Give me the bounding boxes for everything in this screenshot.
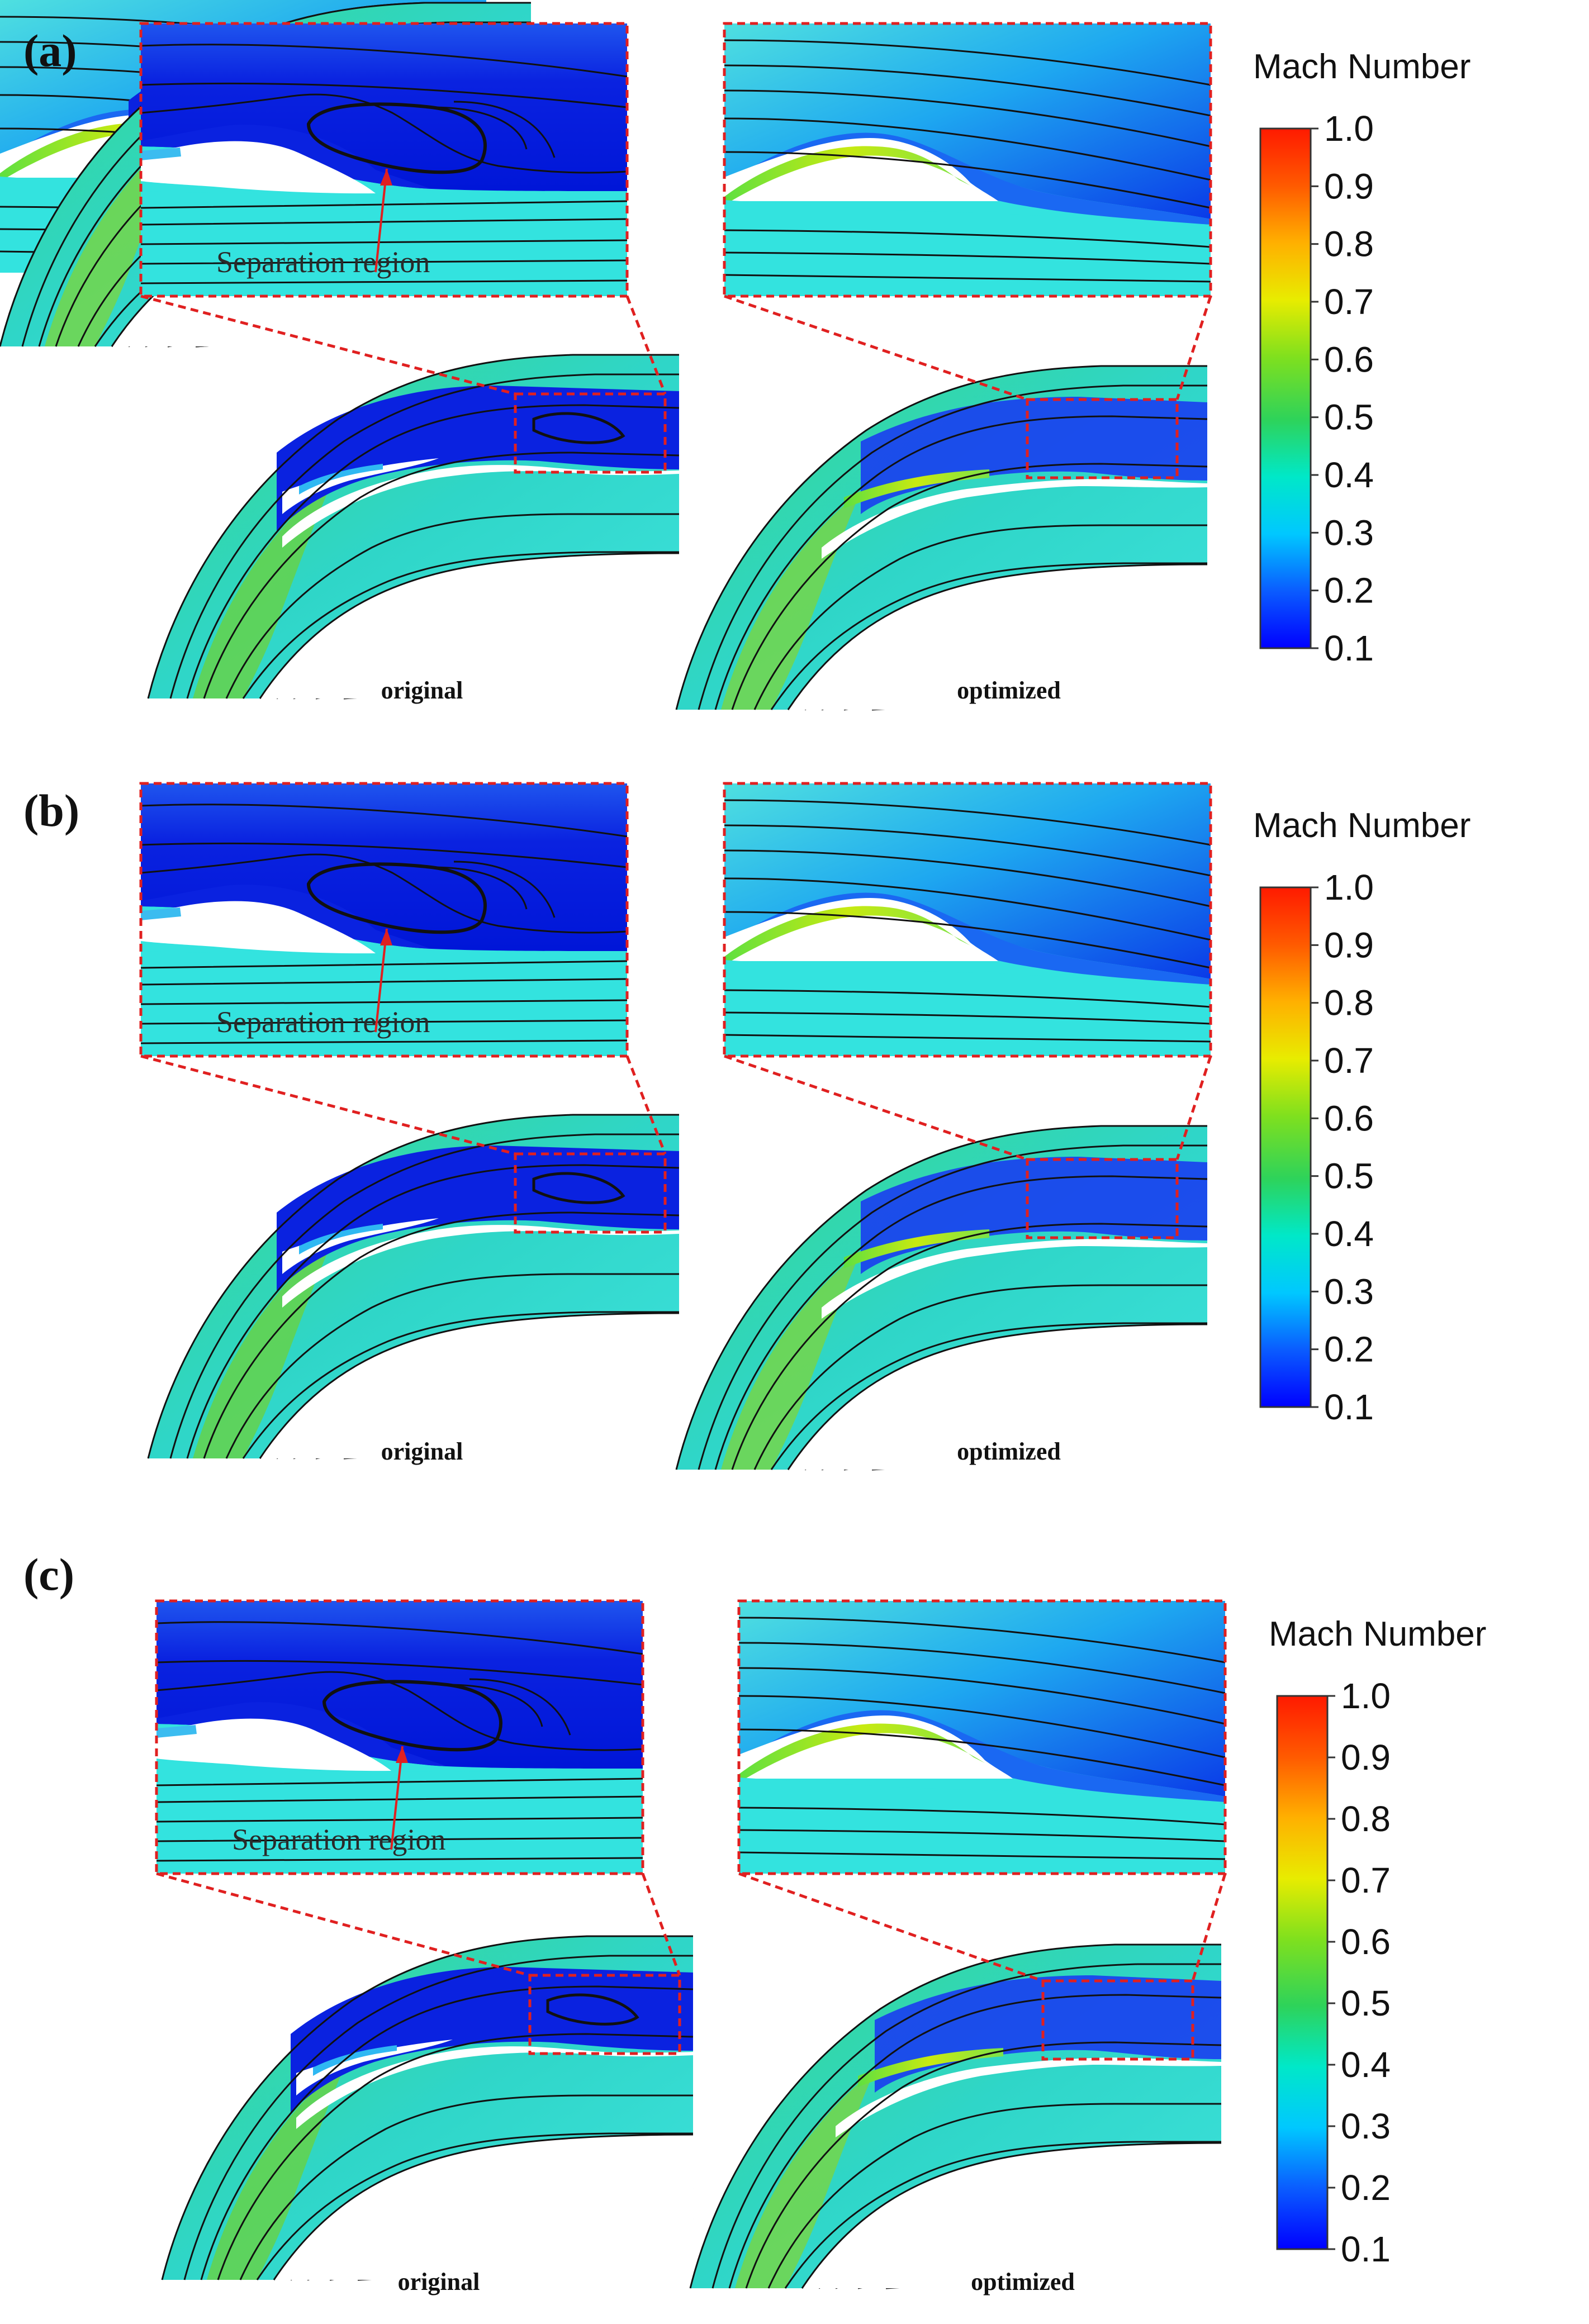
- panel-a-original-zoom: Separation region: [141, 23, 627, 296]
- colorbar-tick-label: 0.8: [1324, 983, 1374, 1023]
- colorbar-tick-label: 0.8: [1341, 1799, 1391, 1839]
- panel-a-label: (a): [23, 25, 77, 76]
- colorbar-tick-label: 0.2: [1324, 571, 1374, 611]
- panel-c-original-zoom: Separation region: [156, 1601, 643, 1874]
- panel-b: (b) Separation region original op: [23, 782, 1212, 1471]
- panel-c-original-row: [162, 1936, 693, 2280]
- panel-b-original-row: [148, 1115, 679, 1458]
- colorbar-tick-label: 0.4: [1324, 455, 1374, 495]
- colorbar-1: Mach Number 1.0 0.9 0.8 0.7 0.6 0.5 0.4 0.3 0.2 0.…: [1253, 806, 1471, 1427]
- colorbar-tick-label: 0.4: [1341, 2045, 1391, 2085]
- panel-a-optimized-row: [675, 365, 1208, 711]
- colorbar-tick-label: 0.5: [1341, 1983, 1391, 2023]
- colorbar-tick-label: 0.3: [1341, 2106, 1391, 2146]
- colorbar-tick-label: 0.7: [1341, 1860, 1391, 1900]
- colorbar-tick-label: 0.7: [1324, 1040, 1374, 1081]
- colorbar-tick-label: 0.3: [1324, 1271, 1374, 1311]
- colorbar-tick-label: 0.1: [1324, 1387, 1374, 1427]
- colorbar-tick-label: 0.6: [1324, 339, 1374, 379]
- panel-c-optimized-zoom: [737, 1599, 1227, 1875]
- colorbar-tick-label: 0.9: [1324, 166, 1374, 206]
- colorbar-tick-label: 0.4: [1324, 1214, 1374, 1254]
- colorbar-tick-label: 0.5: [1324, 397, 1374, 438]
- panel-b-caption-original: original: [381, 1438, 463, 1465]
- separation-label: Separation region: [232, 1823, 445, 1856]
- colorbar-tick-label: 0.1: [1341, 2229, 1391, 2269]
- colorbar-gradient: [1276, 1695, 1329, 2250]
- separation-arrow: [374, 168, 388, 273]
- colorbar-title: Mach Number: [1253, 806, 1471, 845]
- colorbar-tick-label: 0.1: [1324, 628, 1374, 668]
- panel-a-caption-original: original: [381, 677, 463, 704]
- panel-b-original-zoom: Separation region: [141, 783, 627, 1056]
- separation-label: Separation region: [216, 1005, 430, 1039]
- colorbar-tick-label: 0.9: [1341, 1737, 1391, 1778]
- panel-a-original-row: [148, 355, 679, 698]
- panel-c-callouts: [156, 1872, 1227, 2061]
- panel-c: (c) Separation region original op: [23, 1549, 1227, 2296]
- colorbar-tick-label: 0.6: [1341, 1922, 1391, 1962]
- colorbar-tick-label: 0.7: [1324, 282, 1374, 322]
- panel-c-caption-optimized: optimized: [971, 2268, 1075, 2296]
- colorbar-2: Mach Number 1.0 0.9 0.8 0.7 0.6 0.5 0.4 0.3 0.2 0.…: [1269, 1615, 1486, 2269]
- panel-b-caption-optimized: optimized: [957, 1438, 1061, 1465]
- colorbar-title: Mach Number: [1269, 1615, 1486, 1653]
- panel-b-label: (b): [23, 785, 79, 836]
- colorbar-tick-label: 0.3: [1324, 512, 1374, 553]
- panel-c-optimized-row: [689, 1943, 1222, 2289]
- panel-b-callouts: [140, 1054, 1212, 1239]
- colorbar-gradient: [1259, 127, 1312, 649]
- colorbar-tick-label: 0.6: [1324, 1098, 1374, 1138]
- colorbar-0: Mach Number 1.0 0.9 0.8 0.7 0.6 0.5 0.4 0.3 0.2 0.…: [1253, 47, 1471, 668]
- colorbar-tick-label: 1.0: [1324, 867, 1374, 907]
- colorbars: Mach Number 1.0 0.9 0.8 0.7 0.6 0.5 0.4 0.3 0.2 0.…: [1253, 47, 1486, 2269]
- panel-c-label: (c): [23, 1549, 74, 1600]
- colorbar-tick-label: 1.0: [1324, 108, 1374, 149]
- colorbar-title: Mach Number: [1253, 47, 1471, 86]
- separation-label: Separation region: [216, 245, 430, 279]
- colorbar-tick-label: 1.0: [1341, 1676, 1391, 1716]
- colorbar-gradient: [1259, 886, 1312, 1408]
- colorbar-tick-label: 0.9: [1324, 925, 1374, 965]
- panel-a-optimized-zoom: [723, 22, 1212, 298]
- colorbar-tick-label: 0.2: [1324, 1329, 1374, 1370]
- panel-a: (a) Separation region original: [23, 22, 1212, 711]
- colorbar-tick-label: 0.5: [1324, 1156, 1374, 1196]
- panel-b-optimized-zoom: [723, 782, 1212, 1058]
- colorbar-tick-label: 0.8: [1324, 224, 1374, 264]
- panel-b-optimized-row: [675, 1125, 1208, 1471]
- panel-c-caption-original: original: [398, 2268, 480, 2296]
- panel-a-caption-optimized: optimized: [957, 677, 1061, 704]
- colorbar-tick-label: 0.2: [1341, 2168, 1391, 2208]
- panel-a-callouts: [140, 294, 1212, 479]
